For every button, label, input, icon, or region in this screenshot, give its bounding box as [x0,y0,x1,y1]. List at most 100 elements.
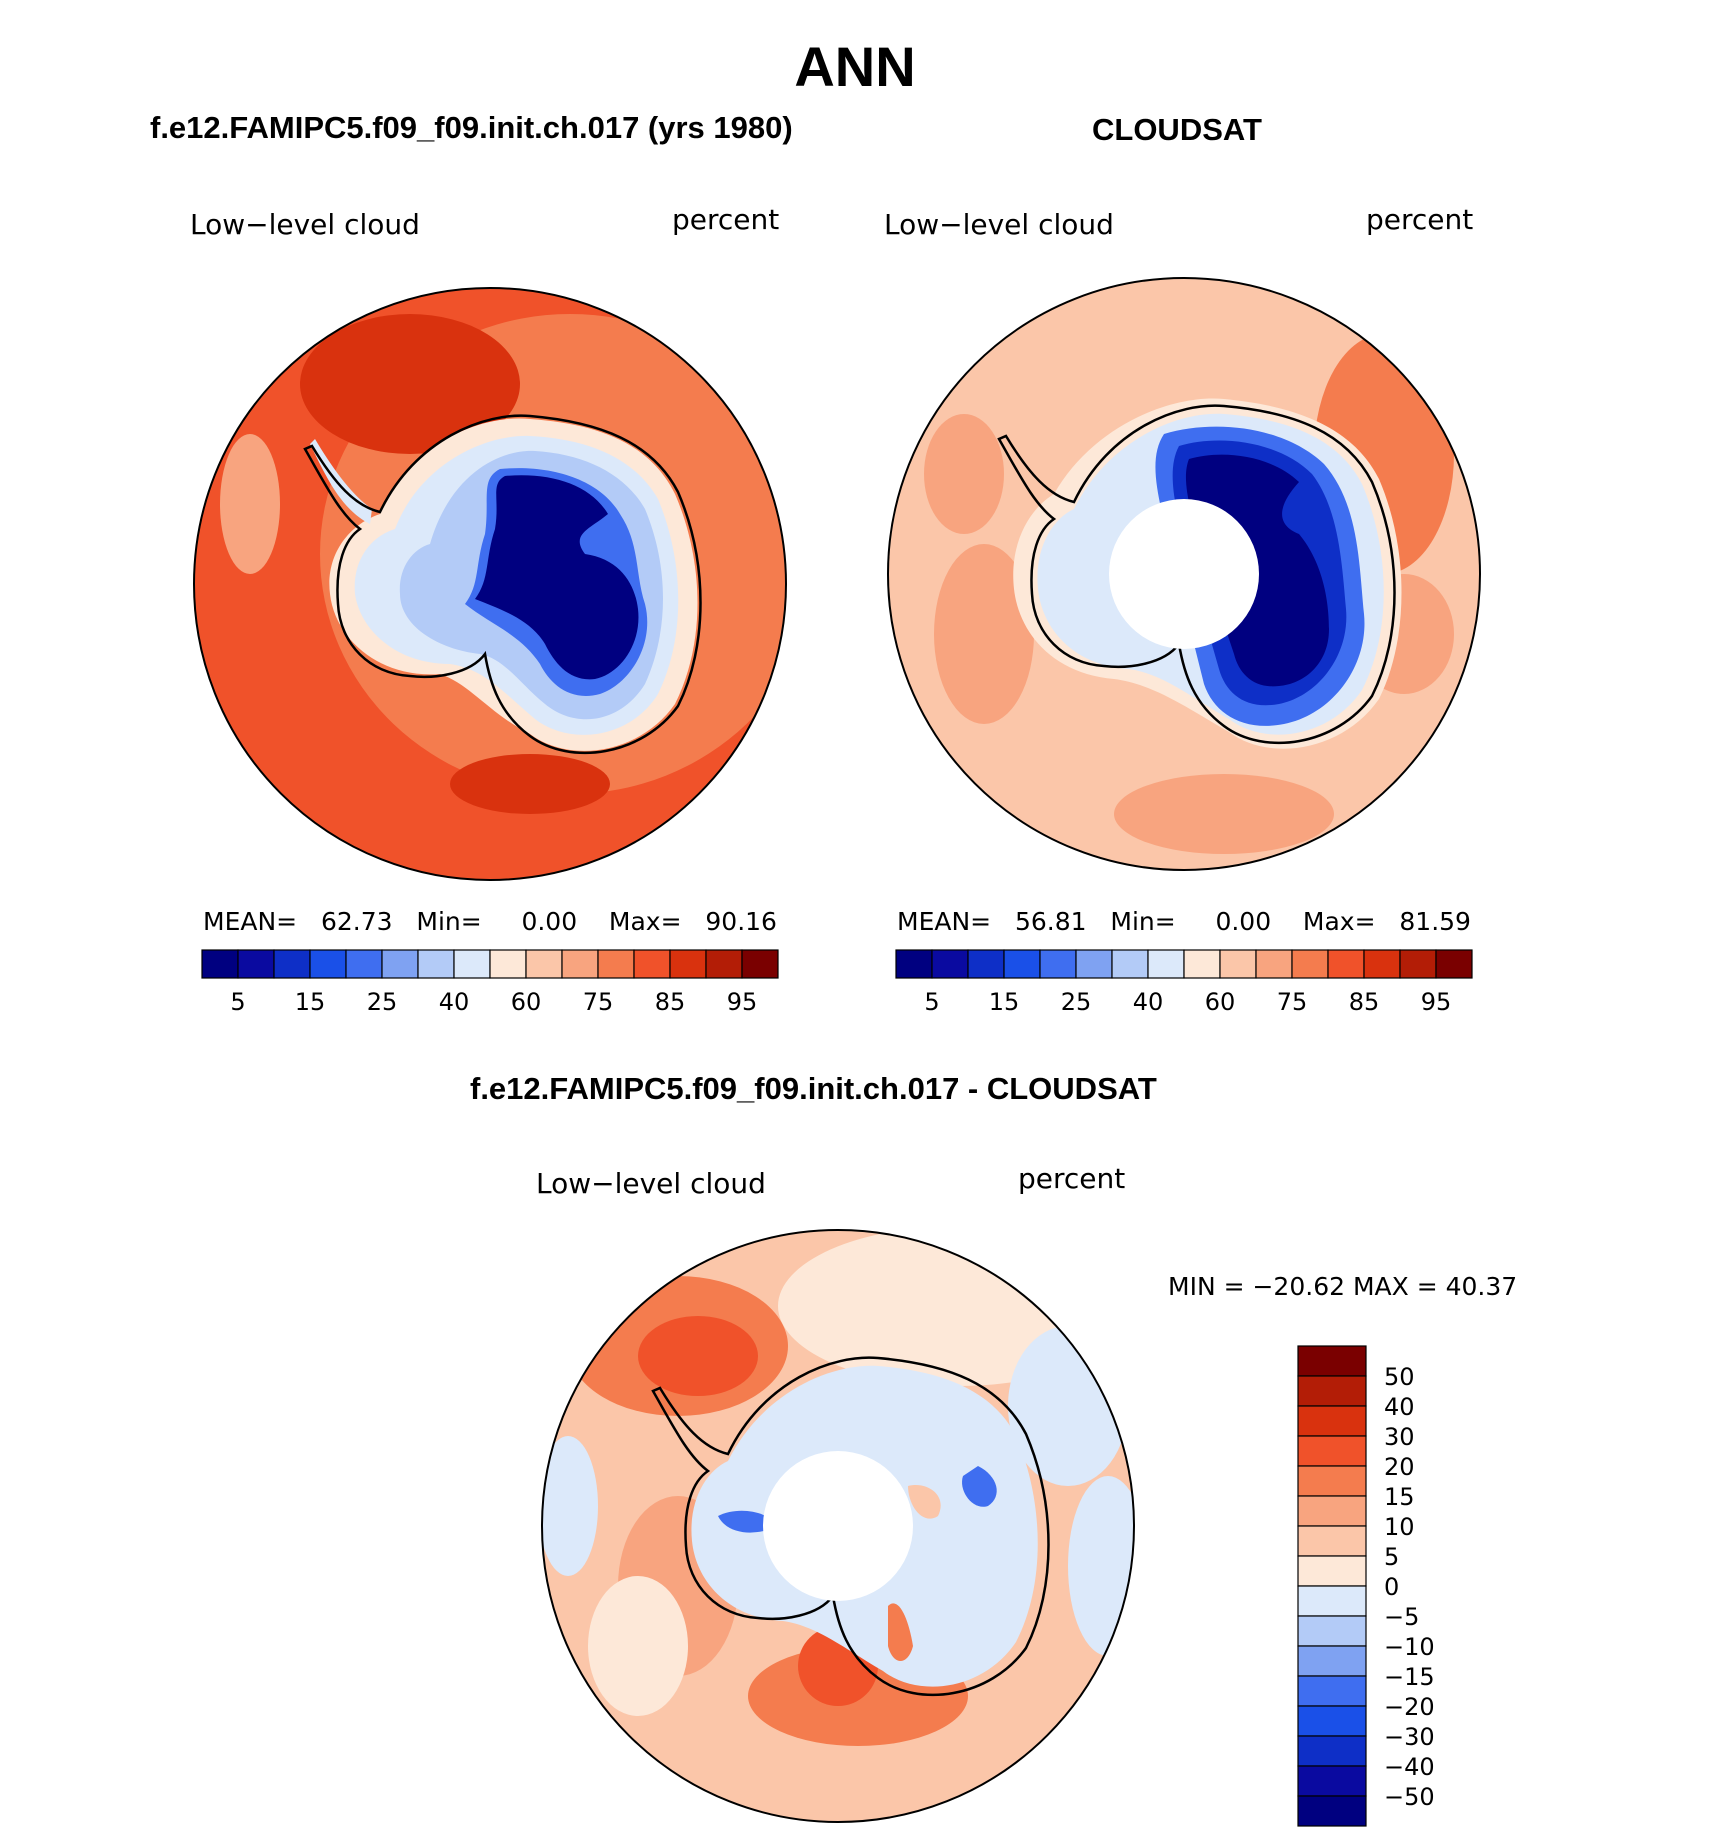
diff-units-label: percent [1018,1162,1126,1195]
colorbar-tick-label: 95 [1421,988,1452,1016]
colorbar-swatch [1219,949,1257,979]
colorbar-swatch [453,949,491,979]
colorbar-tick-label: 15 [295,988,326,1016]
model-min-value: 0.00 [521,907,578,936]
obs-variable-label: Low−level cloud [884,208,1114,241]
model-stats: MEAN= 62.73 Min= 0.00 Max= 90.16 [203,907,777,936]
colorbar-swatch [561,949,599,979]
model-map [193,287,787,881]
colorbar-swatch [705,949,743,979]
figure-title: ANN [794,35,916,98]
model-mean-value: 62.73 [320,907,393,936]
obs-stats: MEAN= 56.81 Min= 0.00 Max= 81.59 [897,907,1471,936]
colorbar-swatch [201,949,239,979]
obs-mean-label: MEAN= [897,907,992,936]
colorbar-swatch [381,949,419,979]
colorbar-tick-label: −20 [1384,1693,1435,1721]
colorbar-swatch [1297,1525,1367,1557]
colorbar-tick-label: 40 [1133,988,1164,1016]
colorbar-swatch [669,949,707,979]
colorbar-swatch [1255,949,1293,979]
colorbar-tick-label: −10 [1384,1633,1435,1661]
colorbar-tick-label: 5 [230,988,245,1016]
model-subtitle: f.e12.FAMIPC5.f09_f09.init.ch.017 (yrs 1… [150,110,793,145]
colorbar-swatch [1111,949,1149,979]
colorbar-tick-label: 40 [1384,1393,1415,1421]
obs-map [887,277,1481,871]
colorbar-tick-label: 25 [367,988,398,1016]
colorbar-swatch [1297,1465,1367,1497]
obs-max-value: 81.59 [1399,907,1471,936]
colorbar-swatch [1297,1495,1367,1527]
obs-min-value: 0.00 [1215,907,1272,936]
colorbar-swatch [931,949,969,979]
colorbar-swatch [345,949,383,979]
model-colorbar: 5 15 25 40 60 75 85 95 [201,949,779,1016]
colorbar-tick-label: 60 [511,988,542,1016]
colorbar-swatch [633,949,671,979]
colorbar-swatch [525,949,563,979]
colorbar-tick-label: 50 [1384,1363,1415,1391]
colorbar-swatch [1075,949,1113,979]
obs-min-label: Min= [1110,907,1176,936]
diff-variable-label: Low−level cloud [536,1167,766,1200]
colorbar-tick-label: −50 [1384,1783,1435,1811]
obs-mean-value: 56.81 [1014,907,1087,936]
colorbar-swatch [1297,1765,1367,1797]
colorbar-tick-label: −30 [1384,1723,1435,1751]
colorbar-swatch [309,949,347,979]
colorbar-swatch [1183,949,1221,979]
colorbar-swatch [1297,1585,1367,1617]
colorbar-swatch [1291,949,1329,979]
colorbar-swatch [1297,1795,1367,1827]
obs-colorbar: 5 15 25 40 60 75 85 95 [895,949,1473,1016]
colorbar-swatch [417,949,455,979]
colorbar-swatch [1435,949,1473,979]
colorbar-swatch [1297,1615,1367,1647]
colorbar-swatch [1297,1375,1367,1407]
colorbar-tick-label: −15 [1384,1663,1435,1691]
colorbar-swatch [967,949,1005,979]
colorbar-tick-label: 95 [727,988,758,1016]
colorbar-swatch [489,949,527,979]
colorbar-swatch [1399,949,1437,979]
colorbar-swatch [1363,949,1401,979]
colorbar-swatch [1297,1345,1367,1377]
colorbar-swatch [273,949,311,979]
colorbar-swatch [1297,1555,1367,1587]
colorbar-swatch [1297,1645,1367,1677]
colorbar-swatch [597,949,635,979]
obs-max-label: Max= [1302,907,1376,936]
colorbar-tick-label: 60 [1205,988,1236,1016]
diff-map [541,1229,1135,1823]
colorbar-tick-label: 5 [1384,1543,1399,1571]
colorbar-tick-label: −40 [1384,1753,1435,1781]
colorbar-swatch [1297,1705,1367,1737]
colorbar-swatch [1327,949,1365,979]
colorbar-swatch [895,949,933,979]
colorbar-swatch [1039,949,1077,979]
colorbar-tick-label: 15 [989,988,1020,1016]
diff-min-max: MIN = −20.62 MAX = 40.37 [1168,1272,1518,1301]
model-variable-label: Low−level cloud [190,208,420,241]
colorbar-swatch [741,949,779,979]
model-max-value: 90.16 [705,907,777,936]
colorbar-swatch [1297,1675,1367,1707]
obs-subtitle: CLOUDSAT [1092,112,1262,147]
model-mean-label: MEAN= [203,907,298,936]
model-units-label: percent [672,203,780,236]
colorbar-tick-label: 0 [1384,1573,1399,1601]
colorbar-swatch [1003,949,1041,979]
colorbar-swatch [237,949,275,979]
colorbar-tick-label: −5 [1384,1603,1419,1631]
colorbar-tick-label: 30 [1384,1423,1415,1451]
colorbar-tick-label: 20 [1384,1453,1415,1481]
colorbar-tick-label: 75 [1277,988,1308,1016]
model-max-label: Max= [608,907,682,936]
model-min-label: Min= [416,907,482,936]
colorbar-tick-label: 75 [583,988,614,1016]
obs-units-label: percent [1366,203,1474,236]
colorbar-swatch [1297,1405,1367,1437]
colorbar-swatch [1147,949,1185,979]
